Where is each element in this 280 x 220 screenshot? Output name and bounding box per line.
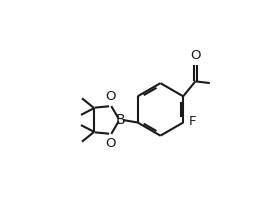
Text: O: O — [190, 49, 201, 62]
Text: F: F — [188, 115, 196, 128]
Text: B: B — [116, 113, 125, 127]
Text: O: O — [105, 90, 116, 103]
Text: O: O — [105, 137, 116, 150]
